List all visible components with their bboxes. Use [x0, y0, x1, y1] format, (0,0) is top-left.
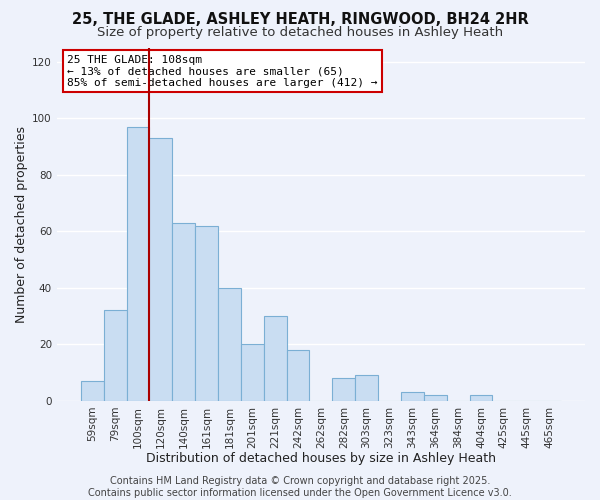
Bar: [195, 226, 218, 401]
Bar: [149, 138, 172, 401]
Bar: [470, 395, 493, 401]
Bar: [127, 126, 149, 401]
Bar: [172, 223, 195, 401]
Bar: [264, 316, 287, 401]
Bar: [218, 288, 241, 401]
Bar: [104, 310, 127, 401]
Text: Size of property relative to detached houses in Ashley Heath: Size of property relative to detached ho…: [97, 26, 503, 39]
Bar: [424, 395, 446, 401]
Bar: [355, 376, 378, 401]
Text: 25, THE GLADE, ASHLEY HEATH, RINGWOOD, BH24 2HR: 25, THE GLADE, ASHLEY HEATH, RINGWOOD, B…: [71, 12, 529, 28]
Bar: [332, 378, 355, 401]
Bar: [241, 344, 264, 401]
Bar: [401, 392, 424, 401]
Y-axis label: Number of detached properties: Number of detached properties: [15, 126, 28, 322]
Bar: [81, 381, 104, 401]
Text: Contains HM Land Registry data © Crown copyright and database right 2025.
Contai: Contains HM Land Registry data © Crown c…: [88, 476, 512, 498]
Bar: [287, 350, 310, 401]
Text: 25 THE GLADE: 108sqm
← 13% of detached houses are smaller (65)
85% of semi-detac: 25 THE GLADE: 108sqm ← 13% of detached h…: [67, 54, 378, 88]
X-axis label: Distribution of detached houses by size in Ashley Heath: Distribution of detached houses by size …: [146, 452, 496, 465]
